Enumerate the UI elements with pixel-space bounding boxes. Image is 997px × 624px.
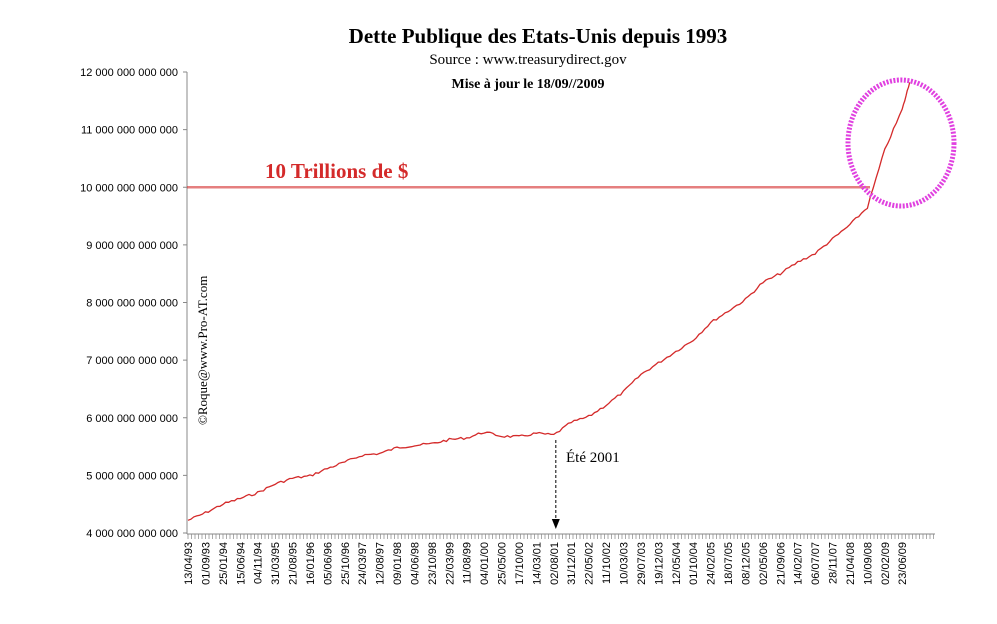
x-tick-label: 04/11/94	[253, 542, 265, 584]
y-tick-label: 10 000 000 000 000	[80, 182, 178, 194]
x-tick-label: 14/02/07	[793, 542, 805, 585]
x-tick-label: 05/06/96	[322, 542, 334, 585]
x-tick-label: 12/08/97	[375, 542, 387, 585]
y-tick-label: 5 000 000 000 000	[86, 470, 178, 482]
x-tick-label: 22/05/02	[584, 542, 596, 585]
x-tick-label: 15/06/94	[235, 542, 247, 585]
x-tick-label: 11/10/02	[601, 542, 613, 584]
x-tick-label: 01/09/93	[200, 542, 212, 585]
y-tick-label: 8 000 000 000 000	[86, 298, 178, 310]
x-tick-label: 23/06/09	[897, 542, 909, 585]
x-tick-label: 21/08/95	[288, 542, 300, 585]
x-tick-label: 21/04/08	[845, 542, 857, 585]
x-tick-label: 04/01/00	[479, 542, 491, 585]
y-tick-label: 6 000 000 000 000	[86, 413, 178, 425]
chart-subtitle: Source : www.treasurydirect.gov	[429, 52, 627, 68]
y-tick-label: 9 000 000 000 000	[86, 240, 178, 252]
threshold-label: 10 Trillions de $	[265, 159, 408, 183]
y-tick-label: 4 000 000 000 000	[86, 528, 178, 540]
x-tick-label: 04/06/98	[409, 542, 421, 585]
chart-title: Dette Publique des Etats-Unis depuis 199…	[349, 24, 728, 48]
x-tick-label: 10/03/03	[619, 542, 631, 585]
arrow-head-icon	[551, 519, 560, 529]
x-tick-label: 02/08/01	[549, 542, 561, 585]
x-tick-label: 01/10/04	[688, 542, 700, 585]
y-tick-label: 7 000 000 000 000	[86, 355, 178, 367]
x-tick-label: 10/09/08	[862, 542, 874, 585]
highlight-ellipse	[845, 77, 957, 209]
x-tick-label: 14/03/01	[531, 542, 543, 585]
x-tick-label: 29/07/03	[636, 542, 648, 585]
watermark: ©Roque@www.Pro-AT.com	[195, 276, 210, 425]
x-tick-label: 11/08/99	[462, 542, 474, 584]
x-tick-label: 06/07/07	[810, 542, 822, 585]
x-tick-label: 24/02/05	[706, 542, 718, 585]
arrow-label: Été 2001	[566, 449, 620, 466]
x-tick-label: 23/10/98	[427, 542, 439, 585]
x-tick-label: 09/01/98	[392, 542, 404, 585]
x-tick-label: 16/01/96	[305, 542, 317, 585]
x-tick-label: 25/01/94	[218, 542, 230, 585]
x-tick-label: 25/10/96	[340, 542, 352, 585]
x-tick-label: 31/03/95	[270, 542, 282, 585]
x-tick-label: 21/09/06	[775, 542, 787, 585]
x-tick-label: 31/12/01	[566, 542, 578, 585]
y-tick-label: 12 000 000 000 000	[80, 67, 178, 79]
x-tick-label: 22/03/99	[444, 542, 456, 585]
update-note: Mise à jour le 18/09//2009	[452, 77, 605, 92]
x-tick-label: 19/12/03	[653, 542, 665, 585]
x-tick-label: 17/10/00	[514, 542, 526, 585]
x-tick-label: 24/03/97	[357, 542, 369, 585]
x-tick-label: 25/05/00	[497, 542, 509, 585]
x-tick-label: 18/07/05	[723, 542, 735, 585]
debt-series-line	[187, 82, 911, 521]
x-tick-label: 08/12/05	[740, 542, 752, 585]
x-tick-label: 12/05/04	[671, 542, 683, 585]
x-tick-label: 13/04/93	[183, 542, 195, 585]
x-tick-label: 02/05/06	[758, 542, 770, 585]
x-tick-label: 02/02/09	[880, 542, 892, 585]
y-tick-label: 11 000 000 000 000	[81, 125, 178, 137]
x-tick-label: 28/11/07	[828, 542, 840, 584]
